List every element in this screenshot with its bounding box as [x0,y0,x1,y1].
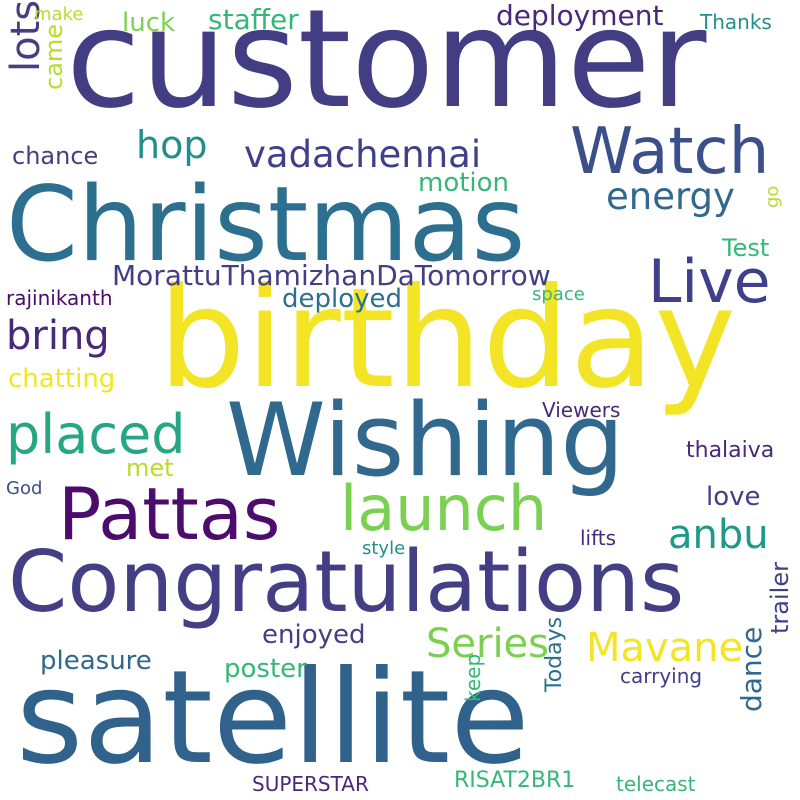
word-carrying: carrying [620,664,703,688]
word-birthday: birthday [158,258,737,419]
word-telecast: telecast [616,772,696,796]
word-poster: poster [224,654,307,684]
word-anbu: anbu [668,512,769,558]
word-vadachennai: vadachennai [244,133,482,176]
word-todays: Todays [542,616,567,692]
word-hop: hop [136,123,208,167]
word-risat: RISAT2BR1 [454,768,576,793]
word-wishing: Wishing [226,381,625,499]
word-deployed: deployed [282,284,403,314]
word-customer: customer [66,0,707,139]
word-deployment: deployment [496,0,664,32]
word-staffer: staffer [208,3,299,36]
word-luck: luck [122,8,176,38]
word-test: Test [722,234,770,262]
word-pleasure: pleasure [40,646,152,676]
word-motion: motion [418,168,510,198]
word-enjoyed: enjoyed [262,620,366,650]
word-rajinikanth: rajinikanth [6,286,113,310]
word-style: style [362,538,406,559]
word-lifts: lifts [580,526,617,550]
word-launch: launch [340,472,548,545]
word-series: Series [426,621,550,667]
word-viewers: Viewers [542,398,621,422]
word-go: go [762,185,783,208]
word-make: make [34,4,84,25]
word-pattas: Pattas [58,472,281,556]
word-met: met [126,454,174,482]
word-trailer: trailer [766,562,794,634]
word-congratulations: Congratulations [8,533,685,632]
word-thanks: Thanks [700,10,772,34]
word-watch: Watch [570,115,770,189]
word-mavane: Mavane [586,625,744,671]
word-space: space [532,284,585,305]
word-came: came [40,23,68,90]
word-christmas: Christmas [6,165,526,285]
word-chatting: chatting [8,364,116,394]
word-dance: dance [735,626,768,712]
word-placed: placed [6,403,186,466]
word-love: love [706,482,761,512]
word-live: Live [648,247,771,317]
word-moratthu: MorattuThamizhanDaTomorrow [112,259,551,292]
word-bring: bring [6,313,110,359]
word-satellite: satellite [16,643,530,793]
word-god: God [6,478,43,499]
word-energy: energy [606,175,735,218]
word-keep: keep [461,653,485,702]
word-superstar: SUPERSTAR [252,772,369,796]
word-chance: chance [12,142,99,170]
word-thalaiva-h: thalaiva [686,438,775,463]
